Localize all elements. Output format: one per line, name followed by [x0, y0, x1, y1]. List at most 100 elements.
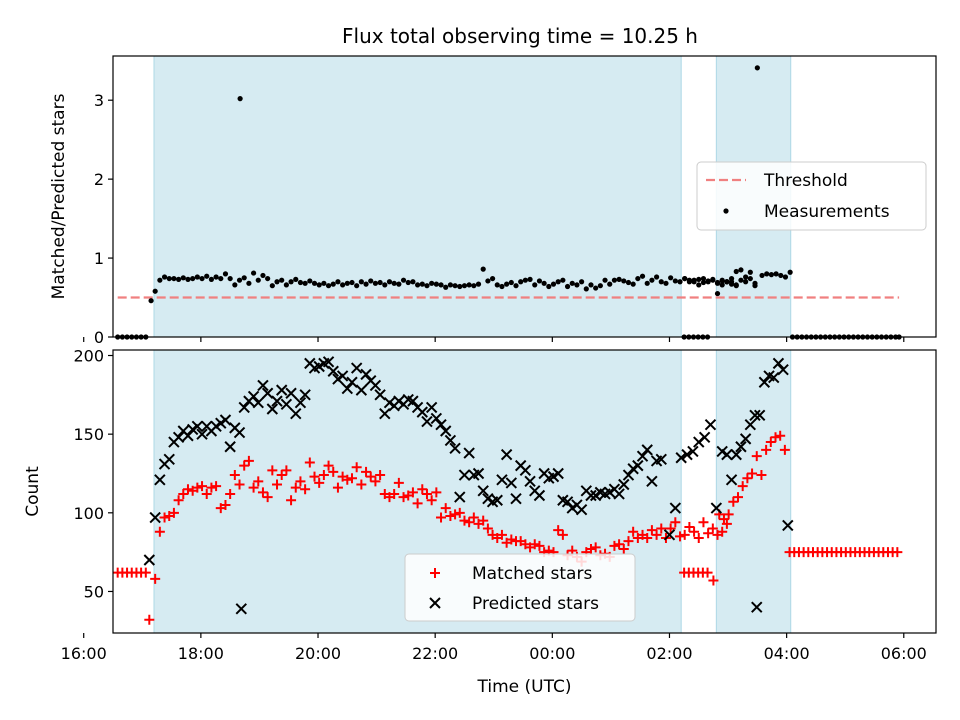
legend-box — [696, 161, 927, 231]
predicted-point — [641, 444, 653, 456]
matched-point — [178, 488, 189, 499]
matched-point — [703, 528, 714, 539]
measurement-point — [241, 275, 247, 281]
measurement-point — [743, 274, 749, 280]
matched-point — [614, 539, 625, 550]
predicted-point — [463, 447, 475, 459]
matched-point — [761, 444, 772, 455]
measurement-point — [724, 279, 730, 285]
predicted-point — [744, 419, 757, 431]
predicted-point — [350, 362, 363, 374]
measurement-point — [260, 272, 266, 279]
predicted-point — [163, 453, 175, 466]
matched-point — [393, 477, 404, 488]
measurement-point — [778, 272, 784, 279]
matched-point — [718, 514, 729, 525]
measurement-point — [607, 281, 613, 287]
matched-point — [253, 476, 264, 487]
measurement-point — [728, 279, 735, 285]
measurement-point — [377, 279, 383, 286]
measurement-point — [349, 279, 355, 286]
y-tick-label: 0 — [94, 328, 104, 347]
measurement-point — [471, 283, 477, 289]
matched-point — [173, 495, 184, 506]
measurement-point — [630, 281, 636, 287]
matched-point — [248, 482, 259, 493]
axes-frame — [112, 349, 937, 634]
measurement-point — [569, 280, 575, 286]
measurement-point — [185, 276, 191, 282]
predicted-point — [675, 452, 687, 464]
measurement-point — [635, 275, 641, 282]
x-tick-label: 18:00 — [178, 644, 224, 663]
predicted-point — [407, 395, 419, 407]
measurement-point — [489, 275, 496, 282]
matched-point — [276, 470, 287, 481]
measurement-point — [550, 281, 557, 287]
predicted-point — [322, 356, 335, 368]
matched-point — [679, 529, 690, 540]
matched-point — [431, 487, 442, 498]
matched-point — [356, 479, 367, 490]
matched-point — [225, 488, 236, 499]
measurement-point — [658, 279, 664, 285]
matched-point — [670, 517, 681, 528]
legend-measurement-label: Measurements — [764, 202, 890, 222]
measurement-point — [218, 275, 224, 282]
measurement-point — [663, 280, 669, 286]
matched-point — [281, 465, 292, 476]
measurement-point — [555, 279, 561, 285]
measurement-point — [419, 281, 425, 287]
predicted-point — [561, 496, 574, 508]
matched-point — [618, 543, 629, 554]
predicted-point — [233, 426, 246, 439]
predicted-point — [698, 431, 711, 444]
y-axis-label: Matched/Predicted stars — [49, 93, 69, 299]
legend-box — [404, 553, 636, 622]
measurement-point — [649, 277, 655, 283]
measurement-point — [593, 285, 599, 291]
measurement-point — [691, 279, 697, 285]
measurement-point — [410, 279, 416, 285]
measurement-point — [208, 276, 215, 282]
measurement-point — [597, 283, 603, 289]
predicted-point — [772, 357, 785, 370]
measurement-point — [302, 280, 308, 286]
measurement-point — [335, 279, 341, 285]
predicted-point — [687, 445, 699, 458]
measurement-point — [677, 279, 683, 285]
measurement-point — [190, 275, 196, 282]
matched-point — [693, 532, 704, 543]
legend-matched-label: Matched stars — [472, 564, 592, 584]
predicted-point — [655, 453, 667, 466]
matched-point — [892, 547, 903, 558]
predicted-point — [327, 365, 339, 377]
measurement-point — [457, 283, 463, 290]
predicted-point — [275, 384, 288, 396]
measurement-point — [668, 275, 674, 281]
matched-point — [557, 529, 568, 540]
matched-point — [651, 529, 662, 540]
matched-point — [407, 487, 418, 498]
measurement-point — [325, 283, 332, 289]
matched-point — [656, 523, 667, 534]
matched-point — [708, 575, 719, 586]
measurement-point — [773, 271, 779, 277]
measurement-point — [283, 282, 289, 288]
matched-point — [482, 523, 493, 534]
measurement-point — [696, 282, 702, 288]
measurement-point — [583, 286, 589, 292]
matched-point — [751, 451, 762, 462]
predicted-point — [669, 502, 682, 514]
matched-point — [168, 507, 179, 518]
measurement-point — [518, 279, 524, 285]
axes-frame — [112, 55, 937, 338]
matched-point — [684, 521, 695, 532]
matched-point — [733, 492, 744, 503]
x-axis-label: Time (UTC) — [477, 677, 572, 697]
measurement-point — [602, 277, 608, 283]
measurement-point — [743, 279, 749, 285]
matched-point — [702, 567, 713, 578]
measurement-point — [560, 277, 566, 283]
bottom-panel: 50 100 150 200 16:00 18:00 20:00 22:00 00:00 02:0… — [23, 347, 937, 697]
